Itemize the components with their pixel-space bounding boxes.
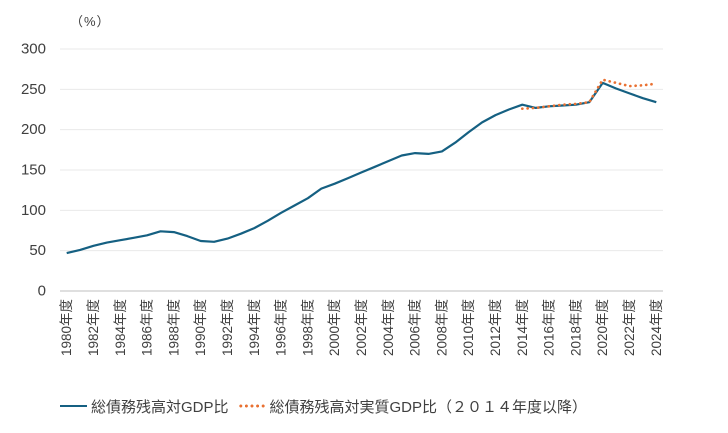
x-tick-label: 1984年度 (113, 299, 128, 356)
series-line-real-gdp (520, 78, 658, 111)
dotted-line-marker-icon (237, 404, 266, 408)
x-tick-label: 1988年度 (166, 299, 181, 356)
x-tick-label: 2002年度 (354, 299, 369, 356)
x-tick-label: 2004年度 (381, 299, 396, 356)
y-tick-label: 300 (21, 41, 46, 58)
x-tick-label: 2014年度 (515, 299, 530, 356)
x-tick-label: 1992年度 (220, 299, 235, 356)
x-tick-label: 2012年度 (488, 299, 503, 356)
legend-item-gdp: 総債務残高対GDP比 (60, 396, 229, 417)
x-tick-label: 1990年度 (193, 299, 208, 356)
x-tick-label: 1986年度 (140, 299, 155, 356)
x-tick-label: 2010年度 (461, 299, 476, 356)
y-tick-label: 100 (21, 202, 46, 219)
x-tick-label: 2016年度 (542, 299, 557, 356)
x-tick-label: 2008年度 (434, 299, 449, 356)
legend-label-real-gdp: 総債務残高対実質GDP比（２０１４年度以降） (269, 398, 588, 416)
x-tick-label: 2020年度 (595, 299, 610, 356)
x-tick-label: 1980年度 (59, 299, 74, 356)
x-tick-label: 2024年度 (649, 299, 664, 356)
x-tick-label: 1982年度 (86, 299, 101, 356)
x-tick-label: 2000年度 (327, 299, 342, 356)
solid-line-marker-icon (60, 404, 87, 408)
legend-label-gdp: 総債務残高対GDP比 (91, 398, 229, 416)
y-tick-label: 50 (29, 242, 46, 259)
x-tick-label: 2022年度 (622, 299, 637, 356)
x-tick-label: 1994年度 (247, 299, 262, 356)
x-tick-label: 1998年度 (300, 299, 315, 356)
y-axis-unit-label: （%） (70, 14, 111, 29)
legend: 総債務残高対GDP比 総債務残高対実質GDP比（２０１４年度以降） (60, 396, 587, 416)
y-tick-label: 0 (38, 283, 46, 300)
y-tick-label: 150 (21, 162, 46, 179)
y-tick-label: 250 (21, 81, 46, 98)
x-tick-label: 2018年度 (568, 299, 583, 356)
series-line-gdp (66, 81, 657, 255)
x-tick-label: 2006年度 (408, 299, 423, 356)
legend-item-real-gdp: 総債務残高対実質GDP比（２０１４年度以降） (237, 396, 588, 417)
x-tick-label: 1996年度 (274, 299, 289, 356)
y-tick-label: 200 (21, 121, 46, 138)
